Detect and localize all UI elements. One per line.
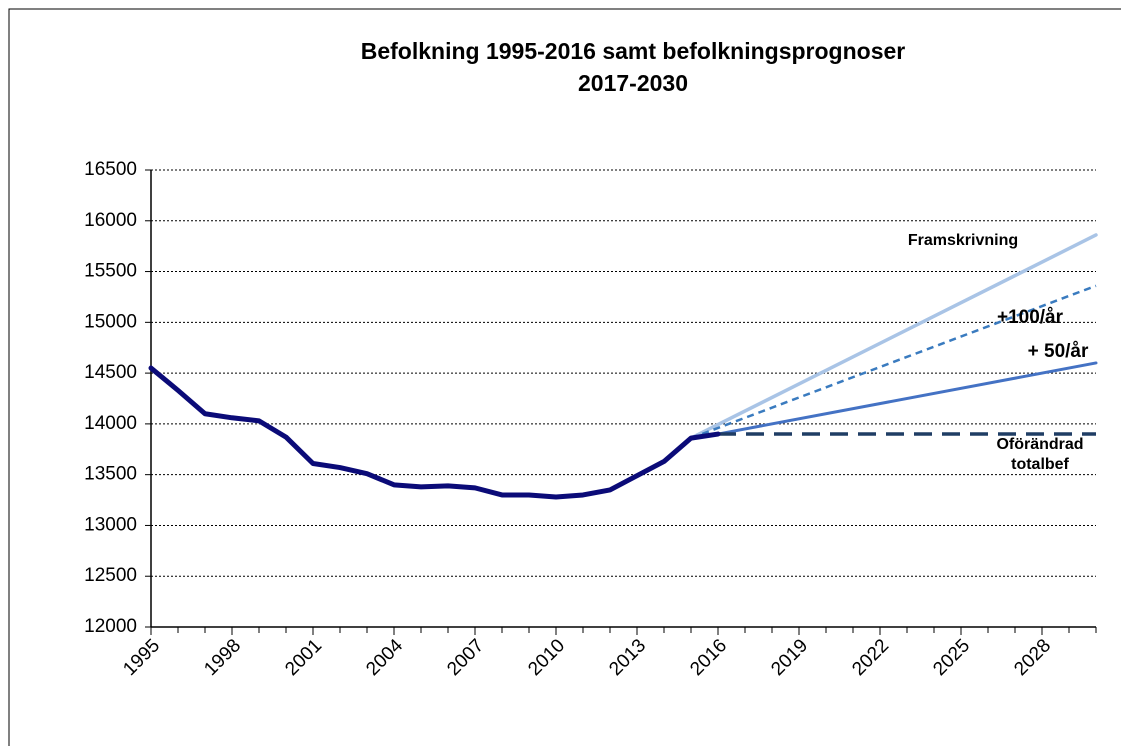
x-tick-label: 2013	[605, 635, 650, 680]
y-tick-label: 15500	[84, 261, 137, 282]
x-tick-label: 2016	[686, 635, 731, 680]
x-tick-label: 2007	[443, 635, 488, 680]
series-label: Framskrivning	[908, 232, 1018, 249]
series-line	[148, 365, 721, 500]
series-line	[689, 233, 1098, 440]
series-label: Oförändrad totalbef	[996, 436, 1083, 473]
chart-title: Befolkning 1995-2016 samt befolkningspro…	[361, 38, 906, 96]
series-label: +100/år	[997, 307, 1064, 328]
x-tick-label: 2022	[848, 635, 893, 680]
y-tick-label: 12000	[84, 616, 137, 637]
x-tick-label: 2019	[767, 635, 812, 680]
y-tick-label: 14500	[84, 362, 137, 383]
series-label: + 50/år	[1028, 341, 1089, 362]
series-line	[690, 284, 1097, 440]
y-tick-label: 13000	[84, 514, 137, 535]
x-tick-label: 1998	[200, 635, 245, 680]
x-tick-label: 2004	[362, 635, 407, 680]
frame	[8, 8, 1121, 746]
x-tick-label: 2025	[929, 635, 974, 680]
y-tick-label: 12500	[84, 565, 137, 586]
x-tick-label: 2010	[524, 635, 569, 680]
x-tick-label: 2001	[281, 635, 326, 680]
x-tick-label: 1995	[119, 635, 164, 680]
x-tick-label: 2028	[1010, 635, 1055, 680]
y-tick-label: 16000	[84, 210, 137, 231]
y-tick-label: 16500	[84, 159, 137, 180]
y-tick-label: 15000	[84, 311, 137, 332]
series-line	[716, 361, 1098, 436]
y-tick-label: 13500	[84, 464, 137, 485]
y-tick-label: 14000	[84, 413, 137, 434]
